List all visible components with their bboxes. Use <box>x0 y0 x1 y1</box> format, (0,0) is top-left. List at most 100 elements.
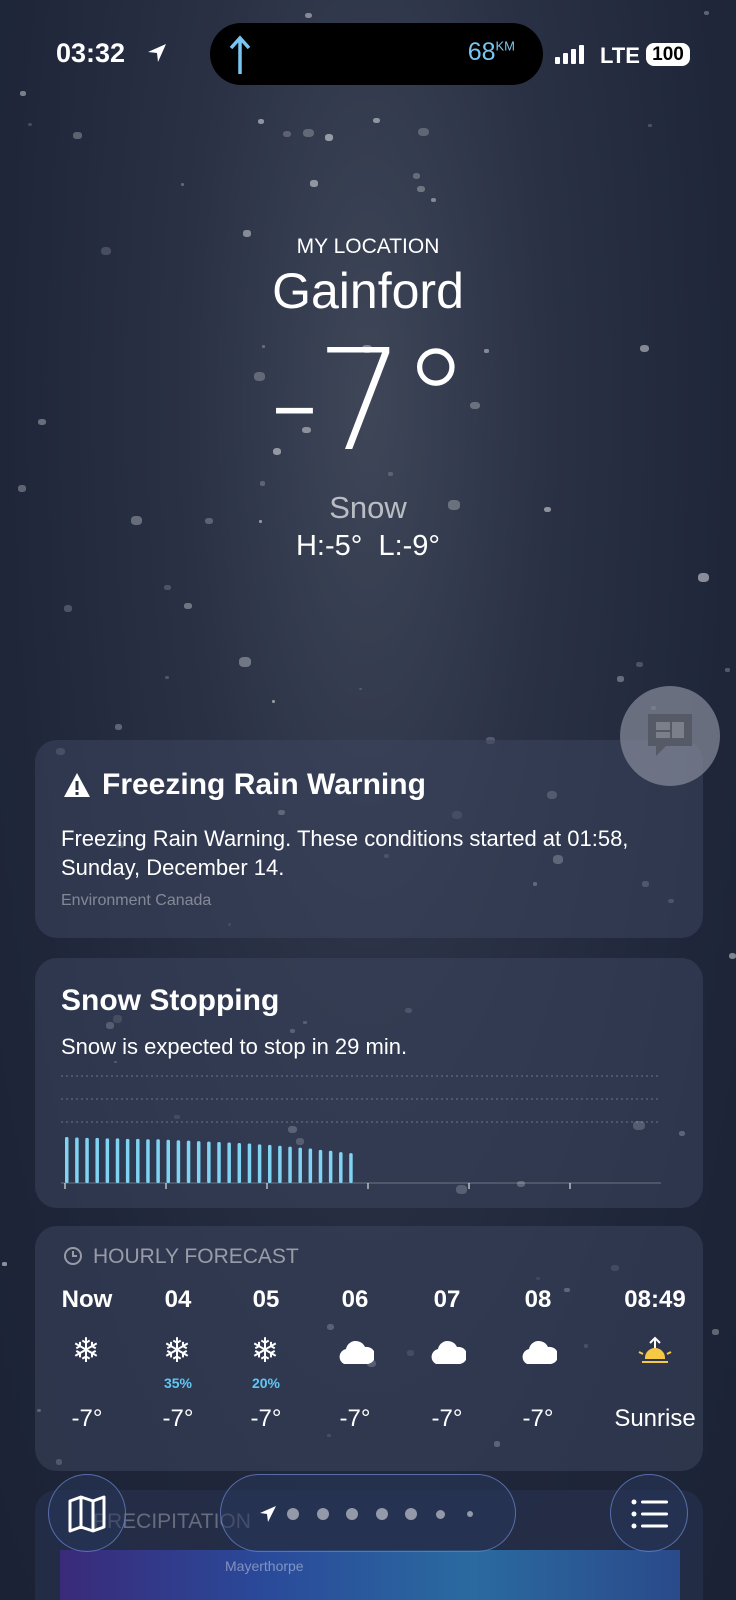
precip-bar <box>247 1143 252 1183</box>
snowflake-particle <box>164 585 171 591</box>
signal-icon <box>555 45 584 64</box>
precip-bar <box>207 1141 211 1183</box>
precip-bar <box>146 1139 150 1183</box>
snowflake-particle <box>324 134 333 141</box>
precip-chance <box>610 1375 700 1393</box>
snowflake-particle <box>243 230 252 237</box>
snowflake-particle <box>20 90 27 96</box>
snowflake-particle <box>362 344 372 353</box>
chat-bubble-button[interactable] <box>620 686 720 786</box>
precip-bar <box>125 1138 130 1183</box>
location-arrow-icon <box>148 44 166 62</box>
snowflake-particle <box>310 180 319 187</box>
snowflake-particle <box>697 573 709 583</box>
precip-chance <box>42 1375 132 1393</box>
precip-bar <box>65 1137 69 1183</box>
precip-bar <box>105 1138 110 1183</box>
hourly-item: 08:49 Sunrise <box>610 1286 700 1433</box>
warning-icon <box>64 773 90 797</box>
hour-time: 07 <box>433 1286 461 1313</box>
page-indicator[interactable] <box>220 1474 516 1552</box>
hourly-item: 04 ❄ 35% -7° <box>133 1286 223 1433</box>
svg-text:❄: ❄ <box>251 1334 280 1370</box>
precip-bar <box>196 1141 201 1183</box>
hour-temp: -7° <box>162 1405 194 1432</box>
page-dot[interactable] <box>346 1508 358 1520</box>
alert-body: Freezing Rain Warning. These conditions … <box>61 826 629 880</box>
precip-bar <box>257 1144 262 1183</box>
snowflake-particle <box>73 132 82 140</box>
snowflake-particle <box>27 122 33 127</box>
precip-chance: 20% <box>251 1375 281 1391</box>
status-time: 03:32 <box>56 38 126 68</box>
snowflake-particle <box>412 173 421 180</box>
sunrise-icon <box>638 1336 672 1363</box>
snowflake-particle <box>483 349 489 353</box>
hourly-item: 06 -7° <box>310 1286 400 1433</box>
snowflake-particle <box>448 500 460 510</box>
network-type: LTE <box>600 43 640 68</box>
precip-bar <box>308 1148 313 1183</box>
page-dot[interactable] <box>287 1508 299 1520</box>
hour-time: 05 <box>252 1286 280 1313</box>
precip-chance <box>402 1375 492 1393</box>
snowflake-particle <box>164 675 169 679</box>
page-dot[interactable] <box>467 1511 473 1517</box>
precip-bar <box>166 1139 170 1183</box>
battery-indicator: 100 <box>646 43 690 66</box>
page-dot[interactable] <box>375 1508 388 1520</box>
snowflake-particle <box>372 117 380 124</box>
alert-source: Environment Canada <box>61 892 212 909</box>
snowflake-particle <box>728 952 736 960</box>
snowflake-particle <box>271 700 276 704</box>
precip-bar <box>339 1152 343 1183</box>
hour-temp: -7° <box>250 1405 282 1432</box>
high-low: H:-5° L:-9° <box>295 530 441 562</box>
snowflake-particle <box>258 520 263 523</box>
chat-icon <box>648 714 692 756</box>
snowflake-icon: ❄ <box>251 1332 280 1370</box>
snowflake-particle <box>388 472 394 477</box>
city-name: Gainford <box>272 263 464 319</box>
precip-bar <box>217 1142 221 1183</box>
hourly-forecast-card[interactable]: HOURLY FORECAST Now ❄ -7° 04 ❄ 35% -7° 05 … <box>35 1226 703 1471</box>
page-dot[interactable] <box>405 1508 417 1520</box>
precip-bar <box>278 1145 282 1183</box>
precip-bar <box>95 1137 99 1183</box>
snowflake-particle <box>725 668 730 673</box>
hour-time: 04 <box>164 1286 192 1313</box>
precip-bar <box>85 1137 89 1183</box>
precip-bar <box>227 1142 231 1183</box>
hour-time: 08:49 <box>624 1286 686 1313</box>
snowflake-particle <box>115 724 123 730</box>
hour-temp: -7° <box>522 1405 554 1432</box>
snowflake-particle <box>261 345 266 349</box>
hour-time: 08 <box>524 1286 552 1313</box>
snowflake-icon: ❄ <box>163 1332 192 1370</box>
precip-bar <box>298 1147 302 1183</box>
precipitation-minute-card[interactable]: Snow Stopping Snow is expected to stop i… <box>35 958 703 1208</box>
snowflake-particle <box>543 506 551 513</box>
snowflake-particle <box>184 603 192 609</box>
map-button[interactable] <box>48 1474 126 1552</box>
map-place-label: Mayerthorpe <box>225 1558 304 1574</box>
list-icon <box>631 1499 668 1529</box>
page-dot[interactable] <box>316 1508 329 1520</box>
snowflake-particle <box>635 661 643 668</box>
snowflake-particle <box>100 246 111 255</box>
alert-card[interactable]: Freezing Rain Warning Freezing Rain Warn… <box>35 740 703 938</box>
svg-text:❄: ❄ <box>72 1334 101 1370</box>
svg-text:❄: ❄ <box>163 1334 192 1370</box>
map-icon <box>68 1495 106 1533</box>
snowflake-particle <box>272 448 282 456</box>
hour-temp: Sunrise <box>614 1405 696 1432</box>
city-list-button[interactable] <box>610 1474 688 1552</box>
nav-arrow-up-icon <box>229 35 251 74</box>
dynamic-island-navigation[interactable]: 68KM <box>210 23 543 85</box>
radar-map: Mayerthorpe <box>60 1550 680 1600</box>
page-dot[interactable] <box>436 1509 445 1519</box>
snowflake-particle <box>205 517 214 524</box>
hour-temp: -7° <box>71 1405 103 1432</box>
precip-bar <box>176 1140 181 1183</box>
condition: Snow <box>329 490 407 525</box>
